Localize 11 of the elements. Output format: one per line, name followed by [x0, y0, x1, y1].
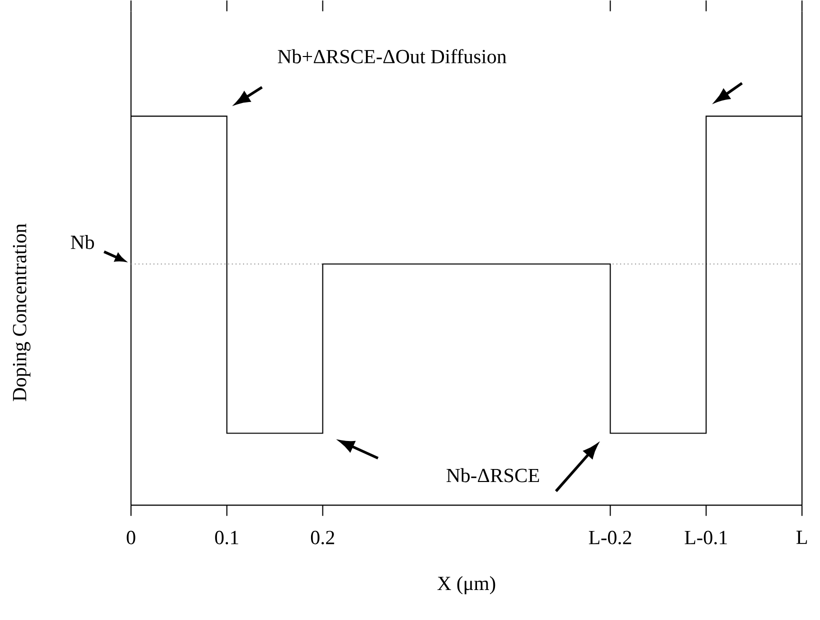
x-axis-title: X (μm)	[437, 576, 496, 594]
x-tick-label: L-0.1	[684, 530, 727, 544]
x-tick-label: 0	[126, 530, 136, 544]
ref-line-label: Nb	[70, 234, 94, 249]
text: Nb+ΔRSCE-ΔOut Diffusion	[278, 48, 506, 64]
x-tick-label: 0.1	[215, 530, 238, 544]
x-tick-label: L-0.2	[588, 530, 632, 544]
annotation: Nb-ΔRSCE	[446, 468, 539, 482]
y-axis-title: Doping Concentration	[12, 224, 30, 401]
x-tick-label: 0.2	[310, 530, 334, 544]
x-tick-label: L	[796, 530, 807, 544]
